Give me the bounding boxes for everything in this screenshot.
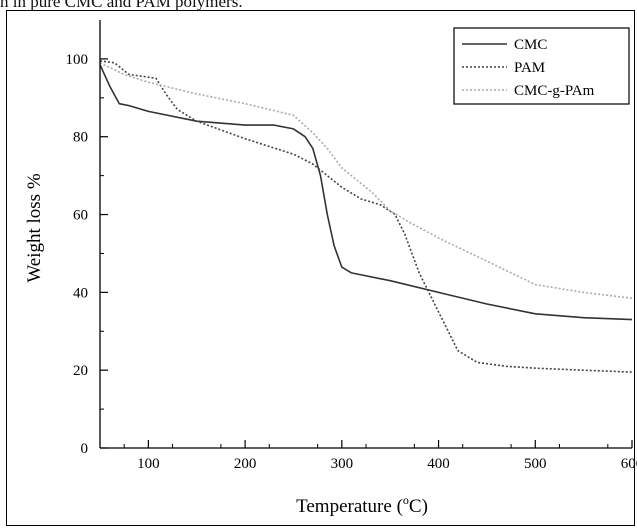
x-tick-label: 400 — [427, 456, 450, 472]
x-axis-title: Temperature (oC) — [296, 493, 428, 517]
y-tick-label: 20 — [73, 363, 88, 379]
figure-frame — [6, 10, 635, 526]
series-line-pam — [99, 60, 633, 373]
y-tick-label: 40 — [73, 285, 88, 301]
x-axis-title-unit: C) — [409, 496, 428, 517]
series-line-cmc-g-pam — [99, 62, 633, 299]
legend-label-pam: PAM — [514, 60, 545, 76]
legend-label-cmc: CMC — [514, 37, 547, 53]
y-tick-label: 80 — [73, 130, 88, 146]
x-axis-title-superscript: o — [403, 493, 409, 507]
x-tick-label: 600 — [621, 456, 637, 472]
series-line-cmc — [99, 64, 633, 321]
y-tick-label: 60 — [73, 208, 88, 224]
axes: 100 200 300 400 500 600 0 20 40 60 80 100 — [66, 20, 637, 472]
x-tick-label: 200 — [234, 456, 257, 472]
y-axis-title: Weight loss % — [24, 173, 45, 282]
legend-box — [453, 27, 630, 105]
y-tick-label: 0 — [81, 441, 89, 457]
legend-label-cmc-g-pam: CMC-g-PAm — [514, 83, 595, 99]
legend: CMC PAM CMC-g-PAm — [453, 27, 630, 105]
x-tick-label: 300 — [331, 456, 354, 472]
x-axis-title-main: Temperature ( — [296, 496, 403, 517]
figure-caption: n in pure CMC and PAM polymers. — [0, 0, 243, 11]
x-tick-label: 500 — [524, 456, 547, 472]
plot-area — [99, 60, 633, 373]
x-tick-label: 100 — [137, 456, 160, 472]
y-tick-label: 100 — [66, 52, 89, 68]
